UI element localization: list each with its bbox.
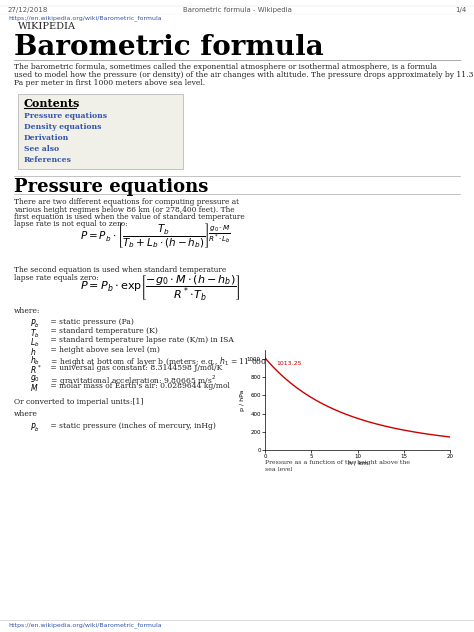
- Text: $P = P_b \cdot \exp\!\left[\dfrac{-g_0 \cdot M \cdot (h - h_b)}{R^*\! \cdot\! T_: $P = P_b \cdot \exp\!\left[\dfrac{-g_0 \…: [80, 274, 241, 303]
- Text: Density equations: Density equations: [24, 123, 101, 131]
- Text: = standard temperature lapse rate (K/m) in ISA: = standard temperature lapse rate (K/m) …: [48, 336, 234, 344]
- Text: first equation is used when the value of standard temperature: first equation is used when the value of…: [14, 213, 245, 221]
- Text: = static pressure (inches of mercury, inHg): = static pressure (inches of mercury, in…: [48, 422, 216, 430]
- Text: $g_0$: $g_0$: [30, 374, 40, 384]
- Text: Pressure equations: Pressure equations: [14, 178, 209, 196]
- X-axis label: h / km: h / km: [347, 461, 367, 466]
- Text: lapse rate equals zero:: lapse rate equals zero:: [14, 274, 99, 281]
- Text: Pressure as a function of the height above the: Pressure as a function of the height abo…: [265, 460, 410, 465]
- Text: = gravitational acceleration: 9.80665 m/s$^2$: = gravitational acceleration: 9.80665 m/…: [48, 374, 216, 387]
- Text: The barometric formula, sometimes called the exponential atmosphere or isotherma: The barometric formula, sometimes called…: [14, 63, 437, 71]
- Text: 1013.25: 1013.25: [276, 361, 301, 366]
- Text: See also: See also: [24, 145, 59, 153]
- Text: The second equation is used when standard temperature: The second equation is used when standar…: [14, 266, 226, 274]
- Text: = standard temperature (K): = standard temperature (K): [48, 327, 158, 335]
- Text: $P = P_b \cdot \left[\dfrac{T_b}{T_b + L_b \cdot (h - h_b)}\right]^{\!\dfrac{g_0: $P = P_b \cdot \left[\dfrac{T_b}{T_b + L…: [80, 222, 231, 250]
- Text: Contents: Contents: [24, 98, 81, 109]
- Text: Derivation: Derivation: [24, 134, 69, 142]
- Text: where: where: [14, 410, 38, 418]
- Text: various height regimes below 86 km (or 278,400 feet). The: various height regimes below 86 km (or 2…: [14, 205, 235, 214]
- Text: = height above sea level (m): = height above sea level (m): [48, 346, 160, 353]
- Text: = height at bottom of layer b (meters; e.g., $h_1$ = 11 000 m): = height at bottom of layer b (meters; e…: [48, 355, 280, 368]
- Text: where:: where:: [14, 307, 40, 315]
- Text: Pa per meter in first 1000 meters above sea level.: Pa per meter in first 1000 meters above …: [14, 78, 205, 87]
- Text: used to model how the pressure (or density) of the air changes with altitude. Th: used to model how the pressure (or densi…: [14, 71, 474, 79]
- Text: Barometric formula: Barometric formula: [14, 34, 324, 61]
- Text: There are two different equations for computing pressure at: There are two different equations for co…: [14, 198, 239, 206]
- Text: 27/12/2018: 27/12/2018: [8, 7, 48, 13]
- Text: Pressure equations: Pressure equations: [24, 112, 107, 120]
- Text: $L_b$: $L_b$: [30, 336, 39, 349]
- Text: https://en.wikipedia.org/wiki/Barometric_formula: https://en.wikipedia.org/wiki/Barometric…: [8, 622, 162, 628]
- Text: $P_b$: $P_b$: [30, 318, 40, 331]
- Bar: [18, 94, 183, 169]
- Text: WIKIPEDIA: WIKIPEDIA: [18, 22, 76, 31]
- Text: $R^*$: $R^*$: [30, 364, 42, 377]
- Text: Barometric formula - Wikipedia: Barometric formula - Wikipedia: [182, 7, 292, 13]
- Text: Or converted to imperial units:[1]: Or converted to imperial units:[1]: [14, 398, 143, 406]
- Text: References: References: [24, 156, 72, 164]
- Text: sea level: sea level: [265, 467, 292, 472]
- Text: = static pressure (Pa): = static pressure (Pa): [48, 318, 134, 326]
- Text: https://en.wikipedia.org/wiki/Barometric_formula: https://en.wikipedia.org/wiki/Barometric…: [8, 15, 162, 21]
- Text: lapse rate is not equal to zero:: lapse rate is not equal to zero:: [14, 221, 128, 229]
- Text: $M$: $M$: [30, 382, 38, 393]
- Text: $h$: $h$: [30, 346, 36, 356]
- Text: 1/4: 1/4: [455, 7, 466, 13]
- Text: $T_b$: $T_b$: [30, 327, 40, 340]
- Text: $h_b$: $h_b$: [30, 355, 40, 367]
- Text: = molar mass of Earth's air: 0.0289644 kg/mol: = molar mass of Earth's air: 0.0289644 k…: [48, 382, 230, 391]
- Text: = universal gas constant: 8.3144598 J/mol/K: = universal gas constant: 8.3144598 J/mo…: [48, 364, 222, 372]
- Y-axis label: p / hPa: p / hPa: [240, 389, 246, 411]
- Text: $P_b$: $P_b$: [30, 422, 40, 435]
